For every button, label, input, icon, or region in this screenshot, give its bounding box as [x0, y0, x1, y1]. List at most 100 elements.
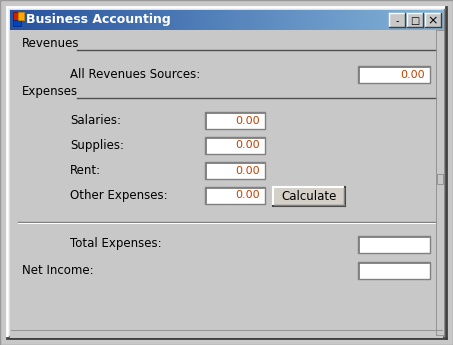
Bar: [52, 10, 53, 30]
Bar: [375, 10, 376, 30]
Bar: [84, 10, 86, 30]
Bar: [53, 10, 54, 30]
Bar: [138, 10, 140, 30]
Bar: [361, 10, 362, 30]
Bar: [277, 10, 279, 30]
Bar: [330, 10, 332, 30]
Bar: [15, 10, 16, 30]
Bar: [405, 10, 406, 30]
Bar: [226, 10, 227, 30]
Bar: [390, 10, 391, 30]
Bar: [350, 10, 352, 30]
Bar: [136, 10, 138, 30]
Bar: [147, 10, 149, 30]
Bar: [82, 10, 83, 30]
Bar: [61, 10, 63, 30]
Bar: [56, 10, 58, 30]
Text: Rent:: Rent:: [70, 164, 101, 177]
Bar: [73, 10, 74, 30]
Bar: [387, 10, 389, 30]
Bar: [437, 10, 439, 30]
Bar: [436, 10, 438, 30]
Bar: [415, 10, 416, 30]
Bar: [432, 10, 434, 30]
Bar: [195, 10, 197, 30]
Bar: [205, 162, 265, 179]
Bar: [430, 10, 432, 30]
Bar: [180, 10, 182, 30]
Bar: [254, 10, 255, 30]
Bar: [13, 12, 21, 20]
Bar: [389, 13, 405, 27]
Bar: [250, 10, 251, 30]
Bar: [94, 10, 96, 30]
Bar: [98, 10, 100, 30]
Bar: [437, 174, 443, 184]
Bar: [431, 10, 433, 30]
Bar: [347, 10, 348, 30]
Bar: [412, 10, 414, 30]
Bar: [65, 10, 67, 30]
Bar: [364, 10, 366, 30]
Bar: [120, 10, 121, 30]
Bar: [422, 10, 424, 30]
Bar: [208, 10, 209, 30]
Bar: [102, 10, 103, 30]
Bar: [213, 10, 215, 30]
Bar: [68, 10, 69, 30]
Bar: [191, 10, 193, 30]
Bar: [97, 10, 98, 30]
Bar: [343, 10, 344, 30]
Text: Business Accounting: Business Accounting: [26, 13, 171, 27]
Bar: [13, 10, 14, 30]
Bar: [379, 10, 381, 30]
Bar: [355, 10, 357, 30]
Bar: [26, 10, 28, 30]
Bar: [95, 10, 96, 30]
Bar: [57, 10, 58, 30]
Bar: [419, 10, 420, 30]
Bar: [367, 10, 368, 30]
Bar: [162, 10, 164, 30]
Bar: [132, 10, 134, 30]
Bar: [287, 10, 289, 30]
Bar: [105, 10, 106, 30]
Bar: [316, 10, 318, 30]
Text: Other Expenses:: Other Expenses:: [70, 189, 168, 202]
Bar: [218, 10, 220, 30]
Bar: [283, 10, 284, 30]
Bar: [202, 10, 203, 30]
Bar: [93, 10, 95, 30]
Bar: [317, 10, 318, 30]
Bar: [123, 10, 125, 30]
Bar: [148, 10, 149, 30]
Bar: [291, 10, 293, 30]
Bar: [112, 10, 114, 30]
Bar: [370, 10, 371, 30]
Bar: [411, 10, 413, 30]
Bar: [122, 10, 124, 30]
Bar: [18, 12, 24, 20]
Bar: [192, 10, 193, 30]
Bar: [284, 10, 285, 30]
Bar: [153, 10, 154, 30]
Bar: [278, 10, 280, 30]
Bar: [216, 10, 217, 30]
Bar: [14, 10, 15, 30]
Bar: [229, 10, 231, 30]
Bar: [383, 10, 385, 30]
Bar: [366, 10, 367, 30]
Bar: [197, 10, 198, 30]
Bar: [374, 10, 376, 30]
Bar: [171, 10, 173, 30]
Bar: [304, 10, 305, 30]
Bar: [386, 10, 387, 30]
Bar: [79, 10, 81, 30]
Bar: [303, 10, 304, 30]
Bar: [377, 10, 379, 30]
Bar: [241, 10, 242, 30]
Bar: [354, 10, 356, 30]
Bar: [319, 10, 321, 30]
Bar: [110, 10, 111, 30]
Bar: [126, 10, 127, 30]
